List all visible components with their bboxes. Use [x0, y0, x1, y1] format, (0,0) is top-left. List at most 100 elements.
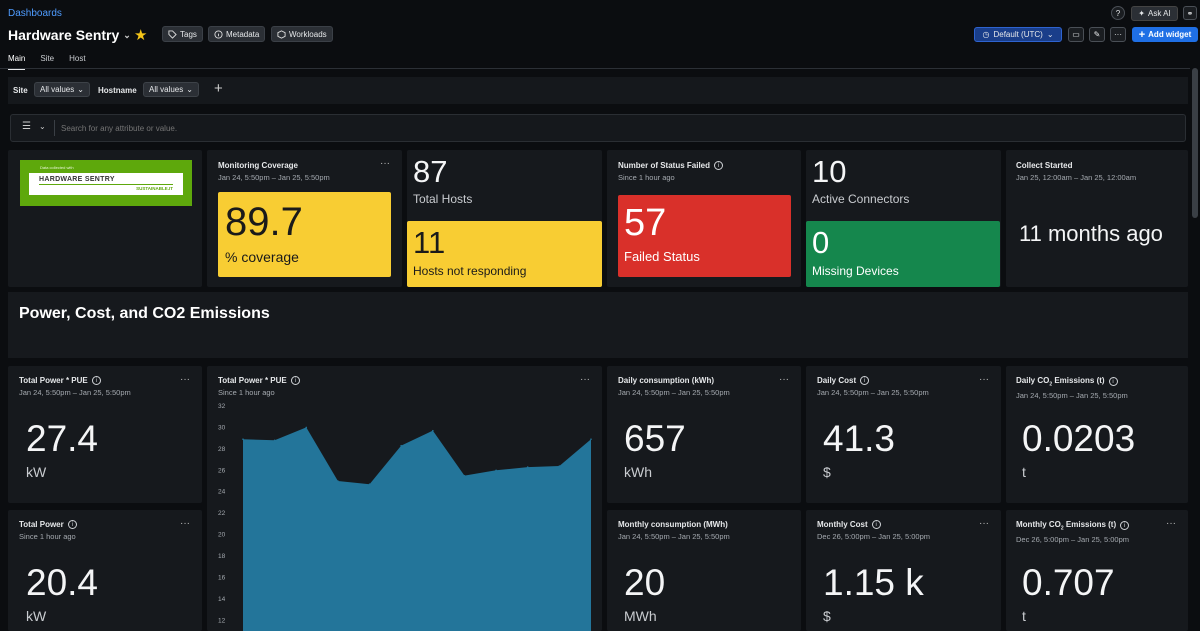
- daily-cost-title: Daily Cost i: [817, 376, 929, 385]
- breadcrumb-dashboards[interactable]: Dashboards: [8, 8, 62, 19]
- daily-cost-card: Daily Cost i Jan 24, 5:50pm – Jan 25, 5:5…: [806, 366, 1001, 503]
- data-point[interactable]: [590, 438, 592, 441]
- workloads-label: Workloads: [289, 29, 327, 39]
- tag-icon: [168, 29, 177, 39]
- site-filter-select[interactable]: All values ⌄: [34, 82, 90, 97]
- data-point[interactable]: [368, 483, 371, 486]
- daily-cost-unit: $: [823, 464, 831, 480]
- tab-site[interactable]: Site: [40, 54, 55, 63]
- logo-card: Data collected with HARDWARE SENTRY SUST…: [8, 150, 202, 287]
- failed-status-tile: 57 Failed Status: [618, 195, 791, 277]
- more-options-icon[interactable]: ···: [1110, 27, 1126, 42]
- data-point[interactable]: [400, 444, 402, 447]
- data-point[interactable]: [242, 438, 244, 441]
- missing-devices-tile: 0 Missing Devices: [806, 221, 1000, 287]
- help-icon[interactable]: ?: [1111, 6, 1125, 20]
- total-hosts-value: 87: [413, 154, 448, 189]
- more-options-icon[interactable]: ···: [979, 518, 989, 529]
- monthly-co2-title-pre: Monthly CO: [1016, 520, 1061, 529]
- status-failed-range: Since 1 hour ago: [618, 173, 675, 182]
- add-widget-label: Add widget: [1148, 30, 1192, 39]
- daily-co2-card: Daily CO2 Emissions (t) i Jan 24, 5:50pm …: [1006, 366, 1188, 503]
- edit-pencil-icon[interactable]: ✎: [1089, 27, 1105, 42]
- collect-started-title: Collect Started: [1016, 161, 1073, 170]
- info-icon[interactable]: i: [871, 520, 881, 529]
- info-icon[interactable]: i: [860, 376, 870, 385]
- more-options-icon[interactable]: ···: [580, 374, 590, 385]
- info-icon[interactable]: i: [1120, 521, 1130, 531]
- sparkle-icon: ✦: [1138, 9, 1145, 18]
- more-options-icon[interactable]: ···: [1166, 518, 1176, 529]
- logo-plate: HARDWARE SENTRY SUSTAINABLE.IT: [29, 173, 183, 195]
- total-power-value: 20.4: [26, 562, 99, 603]
- data-point[interactable]: [526, 466, 529, 468]
- info-icon[interactable]: i: [1108, 377, 1118, 387]
- monthly-co2-card: Monthly CO2 Emissions (t) i Dec 26, 5:00p…: [1006, 510, 1188, 631]
- tv-mode-icon[interactable]: ▭: [1068, 27, 1084, 42]
- daily-co2-title-pre: Daily CO: [1016, 376, 1050, 385]
- power-pue-unit: kW: [26, 464, 47, 480]
- scrollbar-thumb[interactable]: [1192, 68, 1198, 218]
- daily-consumption-value: 657: [624, 418, 686, 459]
- tab-host[interactable]: Host: [69, 54, 86, 63]
- y-tick-label: 16: [218, 574, 226, 581]
- data-point[interactable]: [432, 429, 434, 432]
- logo-rule: [39, 184, 173, 185]
- data-point[interactable]: [337, 480, 339, 482]
- data-point[interactable]: [463, 474, 466, 477]
- timezone-picker[interactable]: ◷ Default (UTC) ⌄: [974, 27, 1062, 42]
- more-options-icon[interactable]: ···: [180, 374, 190, 385]
- daily-co2-title-sub: 2: [1049, 381, 1053, 388]
- hosts-not-responding-label: Hosts not responding: [413, 264, 527, 278]
- daily-consumption-card: Daily consumption (kWh) Jan 24, 5:50pm –…: [607, 366, 801, 503]
- collect-started-value: 11 months ago: [1019, 221, 1163, 246]
- tags-button[interactable]: Tags: [162, 26, 203, 42]
- data-point[interactable]: [558, 465, 561, 467]
- monthly-cost-title-text: Monthly Cost: [817, 520, 868, 529]
- add-widget-button[interactable]: + Add widget: [1132, 27, 1198, 42]
- tab-main[interactable]: Main: [8, 54, 26, 70]
- add-filter-plus-icon[interactable]: +: [214, 80, 223, 97]
- power-section-header: Power, Cost, and CO2 Emissions: [8, 292, 1188, 358]
- monthly-co2-title: Monthly CO2 Emissions (t) i: [1016, 520, 1130, 532]
- more-options-icon[interactable]: ···: [779, 374, 789, 385]
- metadata-button[interactable]: Metadata: [208, 26, 266, 42]
- logo-brand: HARDWARE SENTRY: [39, 176, 115, 183]
- status-failed-card: Number of Status Failed i Since 1 hour ag…: [607, 150, 801, 287]
- page-scrollbar[interactable]: [1190, 68, 1200, 631]
- y-tick-label: 30: [218, 424, 226, 431]
- chevron-down-icon[interactable]: ⌄: [39, 122, 46, 131]
- data-point[interactable]: [495, 469, 497, 472]
- info-icon[interactable]: i: [91, 376, 101, 385]
- ask-ai-button[interactable]: ✦ Ask AI: [1131, 6, 1178, 21]
- data-point[interactable]: [305, 426, 308, 429]
- active-connectors-value: 10: [812, 154, 847, 189]
- data-point[interactable]: [273, 439, 276, 442]
- filter-lines-icon[interactable]: ☰: [22, 121, 31, 132]
- hostname-filter-select[interactable]: All values ⌄: [143, 82, 199, 97]
- more-options-icon[interactable]: ···: [380, 158, 390, 169]
- chart-title-text: Total Power * PUE: [218, 376, 287, 385]
- power-pue-value: 27.4: [26, 418, 99, 459]
- y-tick-label: 26: [218, 467, 226, 474]
- info-icon[interactable]: i: [714, 161, 724, 170]
- favorite-star-icon[interactable]: ★: [134, 27, 148, 44]
- info-icon[interactable]: i: [290, 376, 300, 385]
- failed-status-value: 57: [624, 202, 667, 244]
- tags-label: Tags: [180, 29, 197, 39]
- logo-tag: SUSTAINABLE.IT: [136, 186, 173, 191]
- dashboard-title[interactable]: Hardware Sentry ⌄: [8, 27, 131, 43]
- daily-co2-title: Daily CO2 Emissions (t) i: [1016, 376, 1128, 388]
- share-link-icon[interactable]: ⚭: [1183, 6, 1197, 20]
- workloads-button[interactable]: Workloads: [271, 26, 333, 42]
- info-icon[interactable]: i: [67, 520, 77, 529]
- attribute-search-input[interactable]: [59, 120, 1159, 136]
- monthly-cost-range: Dec 26, 5:00pm – Jan 25, 5:00pm: [817, 532, 930, 541]
- hosts-card: 87 Total Hosts 11 Hosts not responding: [407, 150, 602, 287]
- clock-icon: ◷: [982, 30, 990, 39]
- power-pue-card: Total Power * PUE i Jan 24, 5:50pm – Jan …: [8, 366, 202, 503]
- monthly-co2-title-text: Monthly CO2 Emissions (t): [1016, 520, 1116, 532]
- chevron-down-icon: ⌄: [1046, 30, 1054, 39]
- more-options-icon[interactable]: ···: [180, 518, 190, 529]
- more-options-icon[interactable]: ···: [979, 374, 989, 385]
